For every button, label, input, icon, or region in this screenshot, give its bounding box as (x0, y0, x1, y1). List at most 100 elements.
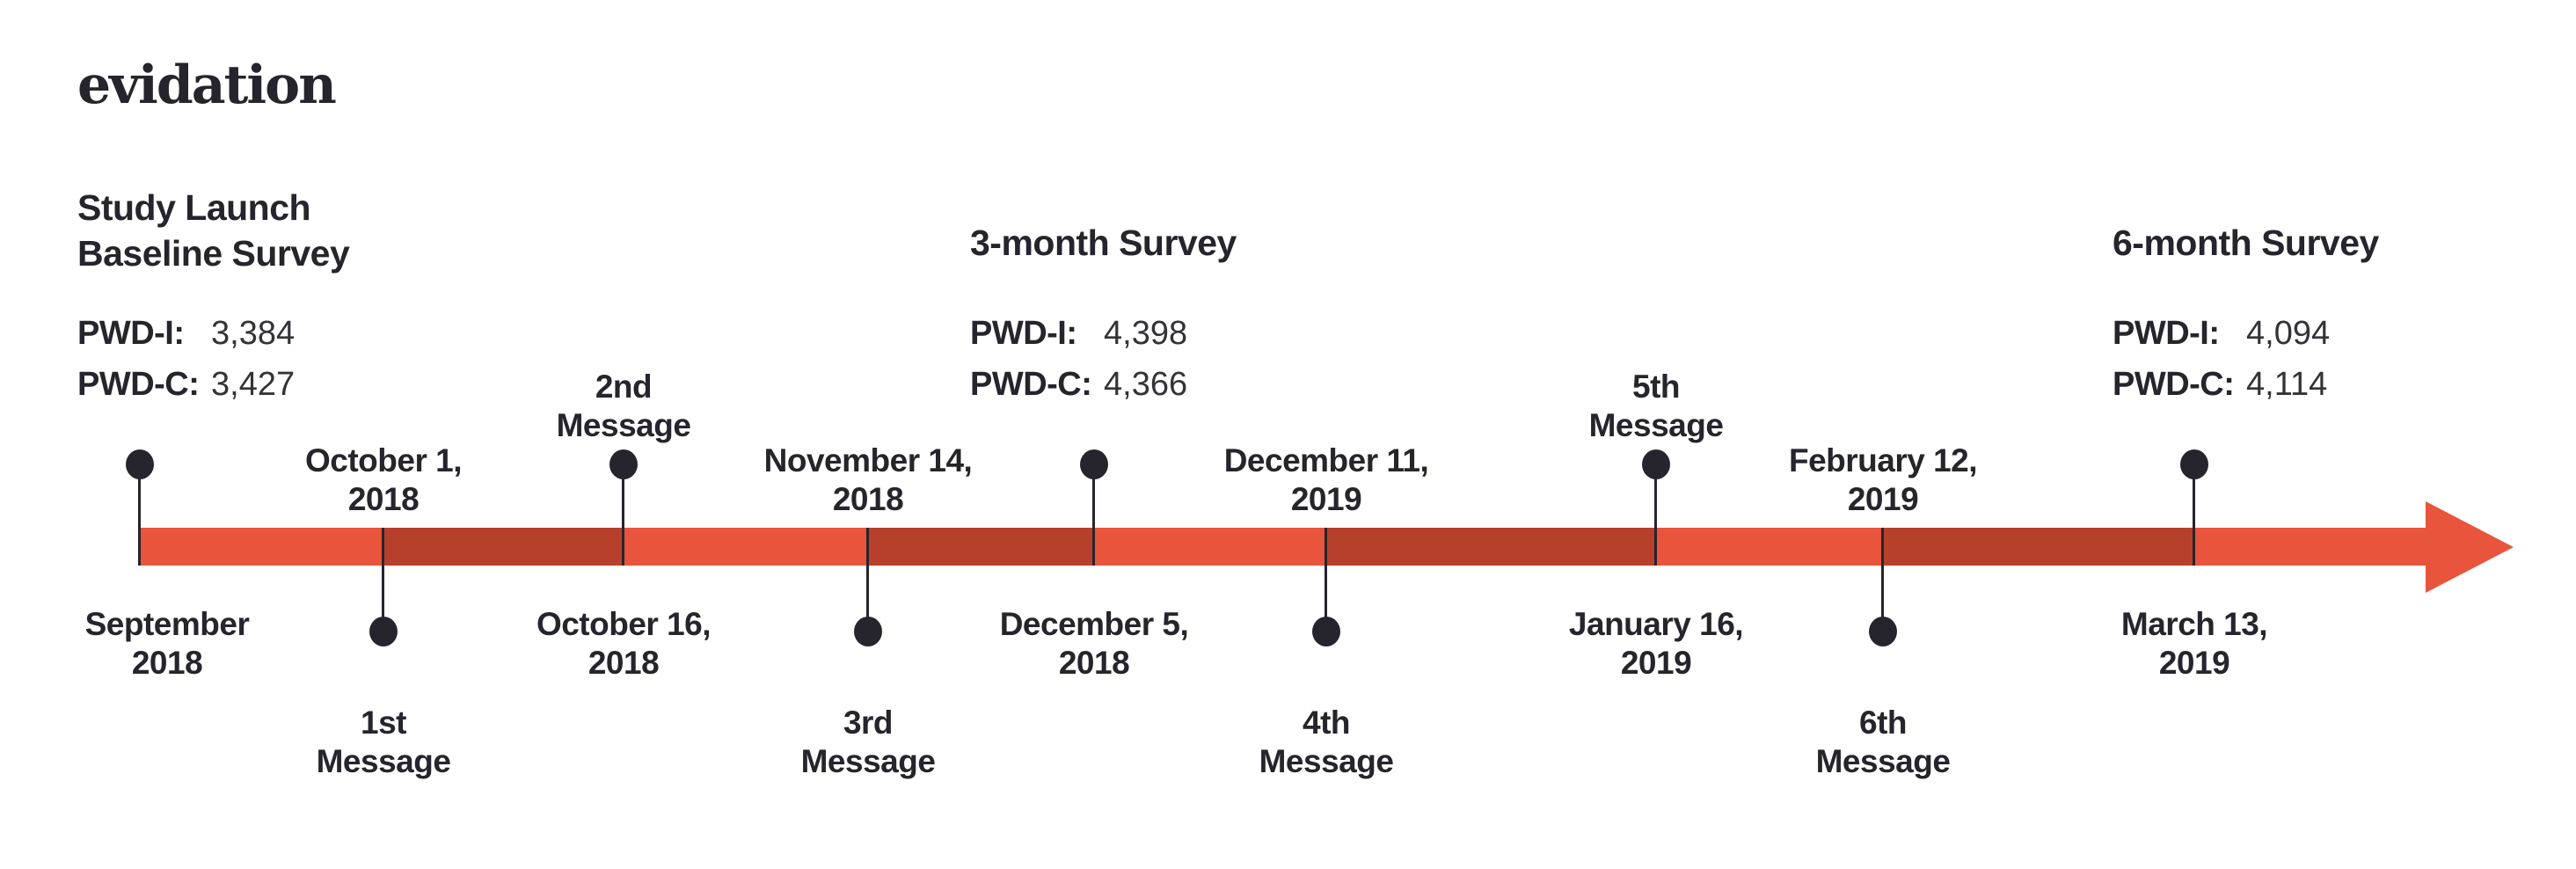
timeline-bar (140, 528, 2426, 566)
marker-message-label: 2nd Message (474, 368, 773, 445)
marker-dot (1080, 449, 1108, 479)
marker-dot (1869, 617, 1897, 646)
pwd-i-label: PWD-I: (2113, 315, 2220, 352)
marker-message-label: 1st Message (234, 704, 533, 781)
marker-dot (2180, 449, 2208, 479)
pwd-c-label: PWD-C: (77, 366, 200, 403)
bar-segment (1883, 528, 2194, 566)
timeline-arrowhead (2426, 501, 2514, 593)
six-month-title: 6-month Survey (2113, 223, 2379, 263)
bar-segment (1326, 528, 1656, 566)
marker-date-label: October 16, 2018 (474, 605, 773, 683)
pwd-c-value: 4,366 (1104, 366, 1188, 403)
marker-dot (126, 449, 154, 479)
message-line1: 6th (1859, 705, 1908, 741)
message-line2: Message (1815, 743, 1951, 779)
date-line2: 2018 (131, 645, 203, 681)
pwd-i-value: 4,398 (1104, 315, 1188, 352)
marker-date-label: September 2018 (18, 605, 317, 683)
message-line2: Message (800, 743, 936, 779)
date-line2: 2019 (2158, 645, 2230, 681)
evidation-logo: evidation (77, 55, 337, 116)
date-line1: October 16, (536, 606, 712, 642)
three-month-pwd-c-row: PWD-C: 4,366 (970, 364, 1187, 405)
marker-message-label: 4th Message (1177, 704, 1476, 781)
pwd-i-value: 4,094 (2246, 315, 2331, 352)
six-month-pwd-i-row: PWD-I: 4,094 (2113, 313, 2330, 354)
date-line2: 2018 (587, 645, 660, 681)
marker-stem (138, 464, 141, 566)
message-line2: Message (1588, 407, 1724, 443)
marker-dot (369, 617, 398, 646)
bar-segment (383, 528, 624, 566)
date-line2: 2019 (1847, 481, 1919, 517)
marker-message-label: 3rd Message (719, 704, 1018, 781)
marker-dot (609, 449, 638, 479)
marker-stem (1654, 464, 1657, 566)
marker-date-label: October 1, 2018 (234, 442, 533, 519)
date-line2: 2018 (347, 481, 420, 517)
message-line1: 4th (1303, 705, 1351, 741)
date-line1: November 14, (763, 442, 973, 478)
marker-date-label: February 12, 2019 (1733, 442, 2032, 519)
bar-segment (1094, 528, 1326, 566)
date-line2: 2019 (1620, 645, 1692, 681)
marker-message-label: 5th Message (1507, 368, 1806, 445)
marker-dot (1642, 449, 1670, 479)
bar-segment (2194, 528, 2426, 566)
marker-date-label: December 5, 2018 (945, 605, 1244, 683)
marker-date-label: January 16, 2019 (1507, 605, 1806, 683)
message-line1: 3rd (843, 705, 894, 741)
six-month-pwd-c-row: PWD-C: 4,114 (2113, 364, 2327, 405)
marker-stem (622, 464, 624, 566)
date-line1: September (84, 606, 250, 642)
bar-segment (624, 528, 868, 566)
bar-segment (1656, 528, 1883, 566)
message-line2: Message (316, 743, 451, 779)
message-line1: 2nd (595, 369, 653, 405)
survey-block-3-month: 3-month Survey (970, 220, 1237, 266)
message-line1: 1st (361, 705, 406, 741)
marker-stem (382, 528, 384, 632)
marker-stem (1324, 528, 1327, 632)
date-line2: 2019 (1290, 481, 1362, 517)
marker-stem (866, 528, 869, 632)
pwd-i-label: PWD-I: (970, 315, 1077, 352)
message-line2: Message (556, 407, 691, 443)
date-line2: 2018 (832, 481, 904, 517)
pwd-c-label: PWD-C: (970, 366, 1092, 403)
date-line2: 2018 (1058, 645, 1130, 681)
marker-stem (1881, 528, 1884, 632)
baseline-pwd-i-row: PWD-I: 3,384 (77, 313, 295, 354)
date-line1: December 5, (999, 606, 1189, 642)
marker-stem (1092, 464, 1095, 566)
pwd-c-value: 3,427 (211, 366, 296, 403)
marker-message-label: 6th Message (1733, 704, 2032, 781)
baseline-title-line2: Baseline Survey (77, 233, 350, 274)
pwd-c-value: 4,114 (2246, 366, 2328, 403)
three-month-title: 3-month Survey (970, 223, 1237, 263)
marker-stem (2193, 464, 2195, 566)
marker-dot (1312, 617, 1340, 646)
date-line1: October 1, (305, 442, 463, 478)
marker-dot (854, 617, 882, 646)
baseline-pwd-c-row: PWD-C: 3,427 (77, 364, 295, 405)
marker-date-label: March 13, 2019 (2045, 605, 2344, 683)
marker-date-label: December 11, 2019 (1177, 442, 1476, 519)
survey-block-baseline: Study Launch Baseline Survey (77, 185, 350, 276)
pwd-i-label: PWD-I: (77, 315, 185, 352)
three-month-pwd-i-row: PWD-I: 4,398 (970, 313, 1187, 354)
message-line1: 5th (1632, 369, 1681, 405)
date-line1: January 16, (1568, 606, 1744, 642)
bar-segment (140, 528, 383, 566)
marker-date-label: November 14, 2018 (719, 442, 1018, 519)
message-line2: Message (1259, 743, 1394, 779)
date-line1: February 12, (1788, 442, 1978, 478)
pwd-c-label: PWD-C: (2113, 366, 2235, 403)
pwd-i-value: 3,384 (211, 315, 296, 352)
date-line1: March 13, (2120, 606, 2268, 642)
survey-block-6-month: 6-month Survey (2113, 220, 2379, 266)
date-line1: December 11, (1223, 442, 1429, 478)
bar-segment (868, 528, 1094, 566)
